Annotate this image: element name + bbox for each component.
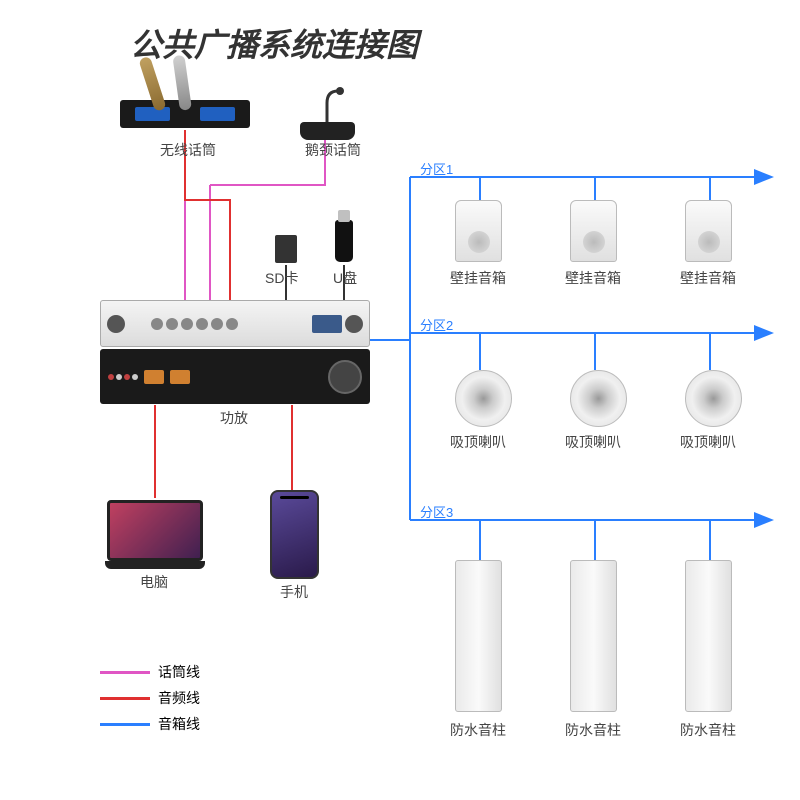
legend-label: 音频线 [158, 688, 200, 708]
speaker-label: 防水音柱 [450, 720, 506, 740]
wireless_mic-label: 无线话筒 [160, 140, 216, 160]
column-speaker-icon [570, 560, 617, 712]
legend-item: 话筒线 [100, 662, 200, 682]
usb-label: U盘 [333, 268, 357, 288]
wall-speaker-icon [570, 200, 617, 262]
gooseneck_mic-label: 鹅颈话筒 [305, 140, 361, 160]
amplifier-front [100, 300, 370, 347]
zone-label: 分区1 [420, 159, 453, 178]
amplifier [100, 300, 370, 404]
legend-label: 话筒线 [158, 662, 200, 682]
phone-icon [270, 490, 319, 579]
legend: 话筒线音频线音箱线 [100, 656, 200, 740]
amplifier-label: 功放 [220, 408, 248, 428]
legend-label: 音箱线 [158, 714, 200, 734]
column-speaker-icon [455, 560, 502, 712]
speaker-label: 吸顶喇叭 [450, 432, 506, 452]
speaker-label: 壁挂音箱 [450, 268, 506, 288]
speaker-label: 防水音柱 [565, 720, 621, 740]
ceiling-speaker-icon [685, 370, 742, 427]
usb-drive-icon [335, 220, 353, 262]
speaker-label: 壁挂音箱 [680, 268, 736, 288]
zone-label: 分区2 [420, 315, 453, 334]
amplifier-rear [100, 349, 370, 404]
speaker-label: 防水音柱 [680, 720, 736, 740]
ceiling-speaker-icon [570, 370, 627, 427]
speaker-label: 吸顶喇叭 [565, 432, 621, 452]
gooseneck-mic-icon [300, 85, 355, 140]
phone-label: 手机 [280, 582, 308, 602]
column-speaker-icon [685, 560, 732, 712]
ceiling-speaker-icon [455, 370, 512, 427]
speaker-label: 壁挂音箱 [565, 268, 621, 288]
zone-label: 分区3 [420, 502, 453, 521]
laptop-label: 电脑 [140, 572, 168, 592]
wall-speaker-icon [685, 200, 732, 262]
sd_card-label: SD卡 [265, 268, 298, 288]
laptop-icon [105, 500, 205, 569]
speaker-label: 吸顶喇叭 [680, 432, 736, 452]
wall-speaker-icon [455, 200, 502, 262]
sd-card-icon [275, 235, 297, 263]
legend-item: 音箱线 [100, 714, 200, 734]
legend-item: 音频线 [100, 688, 200, 708]
